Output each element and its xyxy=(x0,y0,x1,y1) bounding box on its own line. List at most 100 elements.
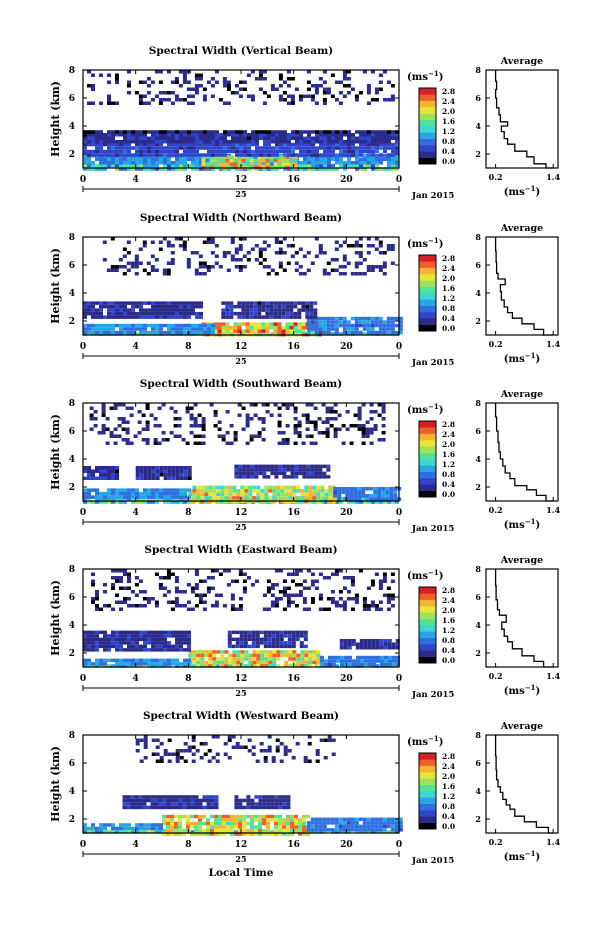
heatmap-cell xyxy=(370,824,375,829)
heatmap-cell xyxy=(283,644,288,649)
heatmap-cell xyxy=(244,485,249,490)
heatmap-cell xyxy=(248,485,253,490)
heatmap-cell xyxy=(183,311,187,316)
heatmap-cell xyxy=(131,153,135,157)
heatmap-cell xyxy=(311,136,315,140)
heatmap-cell xyxy=(183,634,187,638)
heatmap-cell xyxy=(269,308,274,312)
heatmap-cell xyxy=(371,136,375,140)
heatmap-cell xyxy=(305,308,310,312)
heatmap-cell xyxy=(91,327,95,331)
heatmap-cell xyxy=(258,814,262,819)
heatmap-cell xyxy=(196,657,201,661)
heatmap-cell xyxy=(288,653,293,658)
heatmap-cell xyxy=(91,311,95,316)
heatmap-cell xyxy=(83,157,87,161)
heatmap-cell xyxy=(163,301,167,305)
heatmap-cell xyxy=(318,323,323,328)
heatmap-cell xyxy=(216,489,221,493)
heatmap-cell xyxy=(387,136,391,140)
heatmap-cell xyxy=(194,795,199,799)
heatmap-cell xyxy=(199,153,203,157)
heatmap-cell xyxy=(356,659,360,663)
heatmap-cell xyxy=(371,830,375,834)
heatmap-cell xyxy=(234,475,239,479)
heatmap-cell xyxy=(307,149,311,154)
heatmap-cell xyxy=(169,431,174,435)
heatmap-cell xyxy=(135,323,139,328)
heatmap-cell xyxy=(194,825,198,829)
heatmap-cell xyxy=(233,158,238,163)
colorbar-tick-label: 0.4 xyxy=(442,646,455,655)
heatmap-cell xyxy=(223,752,228,756)
heatmap-cell xyxy=(135,491,139,496)
heatmap-cell xyxy=(303,130,307,134)
heatmap-cell xyxy=(330,590,335,594)
heatmap-cell xyxy=(170,802,175,806)
heatmap-cell xyxy=(300,496,305,500)
heatmap-cell xyxy=(241,427,246,431)
heatmap-cell xyxy=(107,644,111,649)
heatmap-cell xyxy=(224,664,229,668)
heatmap-cell xyxy=(127,826,131,831)
heatmap-cell xyxy=(301,301,306,305)
heatmap-cell xyxy=(179,323,183,328)
heatmap-cell xyxy=(230,91,235,95)
heatmap-cell xyxy=(314,586,319,590)
heatmap-cell xyxy=(370,828,375,832)
heatmap-cell xyxy=(366,316,371,321)
heatmap-cell xyxy=(103,161,107,165)
heatmap-cell xyxy=(167,161,171,165)
heatmap-cell xyxy=(330,572,335,576)
heatmap-cell xyxy=(267,641,272,645)
heatmap-cell xyxy=(87,149,91,154)
heatmap-cell xyxy=(343,167,347,171)
heatmap-cell xyxy=(237,311,242,316)
heatmap-cell xyxy=(363,154,367,158)
heatmap-cell xyxy=(200,496,205,500)
heatmap-cell xyxy=(323,136,327,140)
heatmap-cell xyxy=(183,153,187,157)
heatmap-cell xyxy=(274,802,279,806)
heatmap-cell xyxy=(115,77,119,81)
heatmap-cell xyxy=(398,327,403,331)
heatmap-cell xyxy=(303,634,308,638)
heatmap-cell xyxy=(95,308,99,312)
heatmap-cell xyxy=(354,323,359,328)
heatmap-cell xyxy=(267,735,272,739)
heatmap-cell xyxy=(228,660,233,665)
heatmap-cell xyxy=(261,329,266,333)
x-tick-label: 0 xyxy=(80,840,86,850)
heatmap-cell xyxy=(386,824,391,829)
heatmap-cell xyxy=(227,630,232,635)
heatmap-cell xyxy=(195,149,199,154)
heatmap-cell xyxy=(293,311,298,316)
heatmap-cell xyxy=(342,576,347,580)
heatmap-cell xyxy=(166,272,171,276)
heatmap-cell xyxy=(285,329,290,333)
heatmap-cell xyxy=(175,149,179,154)
heatmap-cell xyxy=(330,320,335,324)
heatmap-cell xyxy=(311,149,315,154)
heatmap-cell xyxy=(288,489,293,493)
heatmap-cell xyxy=(363,646,368,650)
heatmap-cell xyxy=(183,161,187,165)
heatmap-cell xyxy=(340,655,344,660)
heatmap-cell xyxy=(246,802,251,806)
heatmap-cell xyxy=(310,320,315,324)
heatmap-cell xyxy=(387,130,391,134)
heatmap-cell xyxy=(382,265,387,269)
heatmap-cell xyxy=(151,500,155,504)
heatmap-cell xyxy=(179,662,183,666)
heatmap-cell xyxy=(282,98,287,102)
heatmap-cell xyxy=(347,140,351,144)
heatmap-cell xyxy=(266,468,271,472)
heatmap-cell xyxy=(218,821,222,826)
heatmap-cell xyxy=(99,142,103,147)
heatmap-cell xyxy=(111,583,115,587)
heatmap-cell xyxy=(227,641,232,645)
heatmap-cell xyxy=(255,146,259,150)
heatmap-cell xyxy=(145,441,150,445)
heatmap-cell xyxy=(249,158,254,163)
heatmap-cell xyxy=(83,495,87,499)
